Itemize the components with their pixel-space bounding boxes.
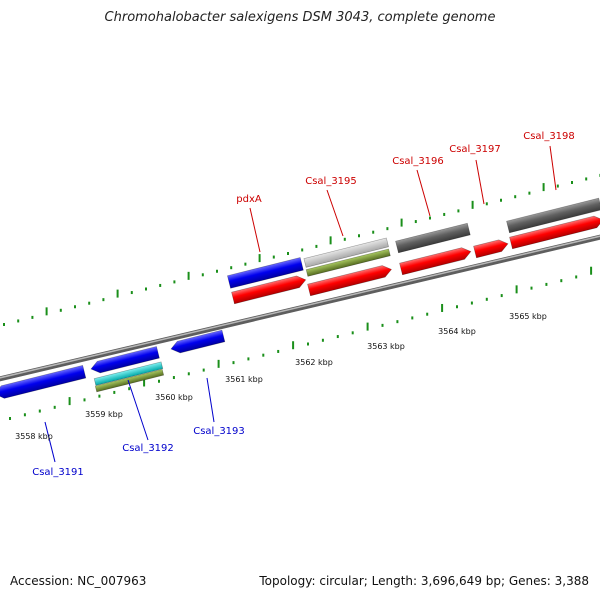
scale-labels: 3558 kbp 3559 kbp 3560 kbp 3561 kbp 3562 kbp… [15, 312, 547, 441]
gene-csal3198-gray [506, 197, 600, 234]
cds-pdxA [227, 257, 304, 289]
outer-tick-ring [3, 173, 600, 326]
gene-label-forward: pdxA [236, 194, 262, 205]
gene-label-forward: Csal_3197 [449, 144, 501, 155]
scale-label: 3563 kbp [367, 342, 405, 351]
scale-label: 3565 kbp [509, 312, 547, 321]
cds-csal3192 [90, 346, 160, 374]
gene-label-reverse: Csal_3191 [32, 467, 84, 478]
gene-csal3192-olive [94, 368, 165, 393]
gene-label-forward: Csal_3195 [305, 176, 357, 187]
cds-csal3193 [170, 329, 226, 354]
leader-line [206, 377, 215, 423]
label-leaders [44, 145, 557, 463]
leader-line [549, 145, 557, 191]
gene-csal3195-olive [305, 248, 391, 277]
cds-csal3197 [473, 239, 509, 259]
genome-summary-text: Topology: circular; Length: 3,696,649 bp… [259, 574, 589, 588]
leader-line [249, 207, 261, 253]
backbone [0, 234, 600, 382]
cds-pdxA-red [231, 275, 307, 305]
gene-csal3196-gray [395, 222, 471, 254]
gene-label-forward: Csal_3198 [523, 131, 575, 142]
scale-label: 3564 kbp [438, 327, 476, 336]
map-title: Chromohalobacter salexigens DSM 3043, co… [104, 10, 496, 25]
leader-line [475, 159, 485, 205]
leader-line [326, 189, 344, 237]
gene-label-reverse: Csal_3193 [193, 426, 245, 437]
gene-labels: pdxA Csal_3195 Csal_3196 Csal_3197 Csal_3198… [32, 131, 575, 478]
scale-label: 3562 kbp [295, 358, 333, 367]
gene-csal3192-cyan [93, 361, 164, 386]
cds-csal3195 [307, 265, 392, 297]
chromosome-backbone-highlight [0, 235, 600, 379]
gene-label-forward: Csal_3196 [392, 156, 444, 167]
leader-line [44, 421, 56, 463]
cds-csal3198 [509, 215, 600, 250]
chromosome-backbone [0, 234, 600, 382]
scale-label: 3560 kbp [155, 393, 193, 402]
gene-label-reverse: Csal_3192 [122, 443, 174, 454]
gene-csal3195-gray [303, 237, 389, 268]
accession-text: Accession: NC_007963 [10, 574, 147, 588]
leader-line [127, 379, 149, 441]
scale-label: 3561 kbp [225, 375, 263, 384]
leader-line [416, 169, 431, 217]
gene-features [0, 197, 600, 399]
scale-label: 3558 kbp [15, 432, 53, 441]
inner-tick-ring [9, 266, 593, 420]
cds-csal3191 [0, 365, 87, 399]
scale-label: 3559 kbp [85, 410, 123, 419]
cds-csal3196 [399, 247, 472, 276]
